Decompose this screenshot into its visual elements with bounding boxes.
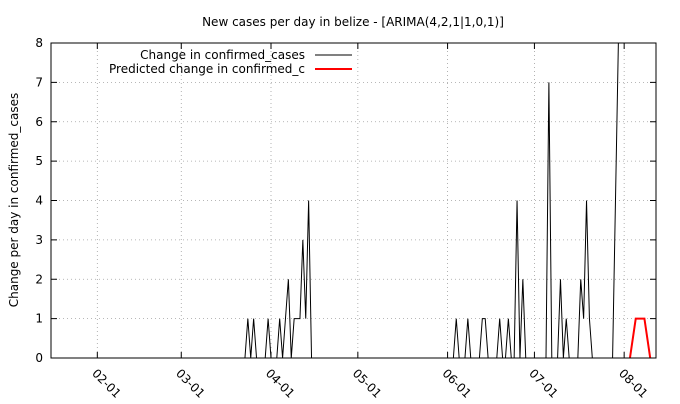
y-axis-label: Change per day in confirmed_cases xyxy=(7,93,21,308)
legend-label-predicted: Predicted change in confirmed_c xyxy=(109,62,305,76)
y-tick-label: 0 xyxy=(35,351,43,365)
y-tick-label: 5 xyxy=(35,154,43,168)
legend: Change in confirmed_cases Predicted chan… xyxy=(109,48,352,76)
x-tick-label: 07-01 xyxy=(526,366,561,400)
x-tick-label: 08-01 xyxy=(616,366,651,400)
x-tick-label: 03-01 xyxy=(173,366,208,400)
grid-layer xyxy=(51,43,656,358)
x-tick-label: 05-01 xyxy=(350,366,385,400)
x-tick-label: 04-01 xyxy=(263,366,298,400)
series-line-observed xyxy=(244,43,619,358)
y-tick-label: 1 xyxy=(35,312,43,326)
y-tick-label: 8 xyxy=(35,36,43,50)
x-tick-label: 06-01 xyxy=(439,366,474,400)
legend-label-observed: Change in confirmed_cases xyxy=(140,48,305,62)
y-tick-label: 6 xyxy=(35,115,43,129)
chart-title: New cases per day in belize - [ARIMA(4,2… xyxy=(202,15,504,29)
x-tick-label: 02-01 xyxy=(89,366,124,400)
y-tick-label: 3 xyxy=(35,233,43,247)
y-tick-label: 7 xyxy=(35,75,43,89)
plot-frame xyxy=(50,42,657,359)
y-tick-label: 2 xyxy=(35,272,43,286)
y-tick-label: 4 xyxy=(35,194,43,208)
series-layer xyxy=(244,43,652,358)
series-line-predicted xyxy=(628,317,652,358)
